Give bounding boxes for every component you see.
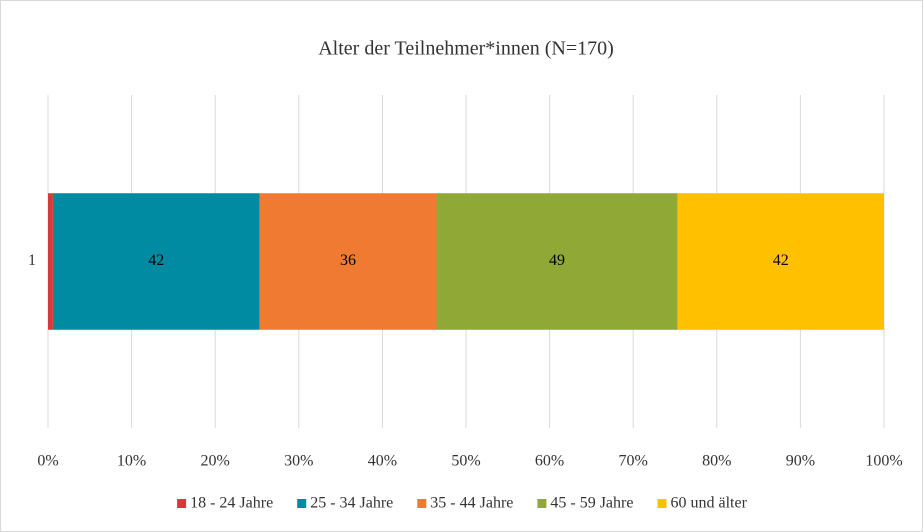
x-tick-label: 30% — [284, 453, 313, 470]
legend-label: 45 - 59 Jahre — [550, 495, 633, 512]
bar-segment — [52, 193, 260, 330]
bar-segment — [677, 193, 884, 330]
bar-segment — [436, 193, 678, 330]
x-tick-label: 50% — [451, 453, 480, 470]
bar-segment — [48, 193, 53, 330]
x-tick-label: 10% — [117, 453, 146, 470]
legend-label: 18 - 24 Jahre — [190, 495, 273, 512]
x-tick-label: 90% — [786, 453, 815, 470]
legend-swatch — [537, 499, 547, 508]
x-tick-label: 40% — [368, 453, 397, 470]
data-label: 42 — [148, 252, 164, 269]
chart-title: Alter der Teilnehmer*innen (N=170) — [318, 38, 614, 60]
bar-segment — [259, 193, 437, 330]
data-label: 42 — [773, 252, 789, 269]
legend-swatch — [657, 499, 667, 508]
legend-label: 25 - 34 Jahre — [310, 495, 393, 512]
legend-label: 60 und älter — [670, 495, 747, 512]
x-tick-label: 70% — [619, 453, 648, 470]
data-label: 36 — [340, 252, 356, 269]
x-tick-label: 100% — [865, 453, 902, 470]
x-tick-label: 60% — [535, 453, 564, 470]
x-tick-label: 20% — [201, 453, 230, 470]
legend-label: 35 - 44 Jahre — [430, 495, 513, 512]
legend-swatch — [297, 499, 307, 508]
x-tick-label: 0% — [37, 453, 58, 470]
legend-swatch — [177, 499, 187, 508]
legend-swatch — [417, 499, 427, 508]
data-label: 49 — [549, 252, 565, 269]
x-tick-label: 80% — [702, 453, 731, 470]
y-tick-label: 1 — [28, 252, 36, 269]
